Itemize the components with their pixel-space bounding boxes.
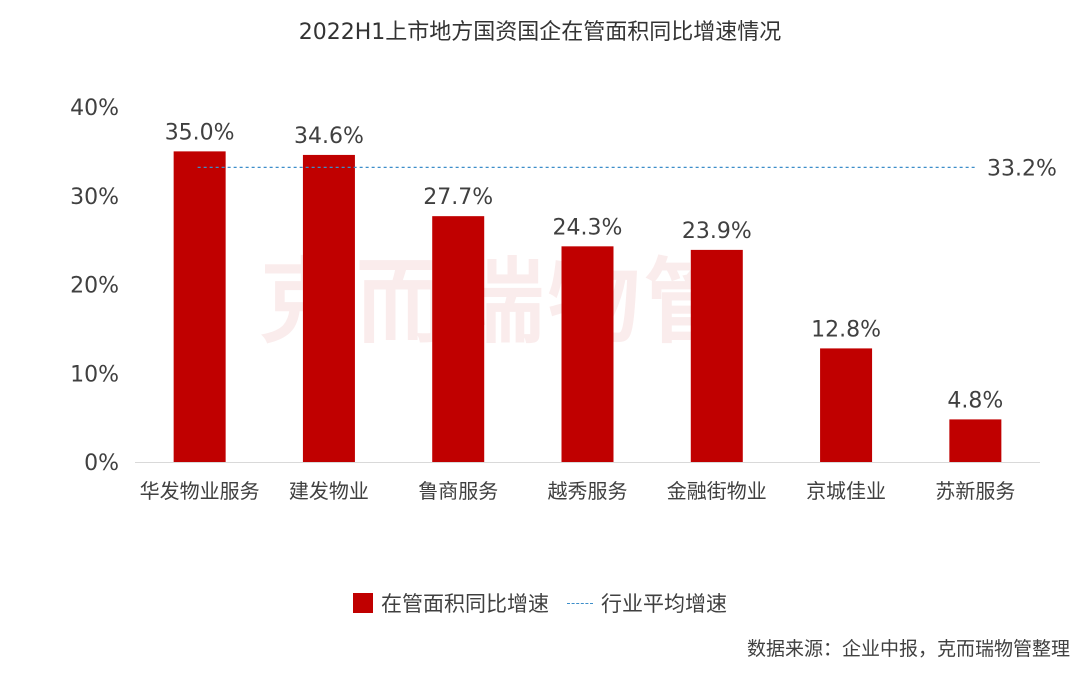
bar xyxy=(432,216,485,462)
x-tick-label: 建发物业 xyxy=(289,479,369,503)
y-tick-label: 30% xyxy=(70,185,119,210)
y-tick-label: 0% xyxy=(84,451,119,476)
bar xyxy=(690,249,743,462)
chart-title: 2022H1上市地方国资国企在管面积同比增速情况 xyxy=(298,20,782,45)
x-tick-label: 苏新服务 xyxy=(935,479,1015,503)
x-tick-label: 鲁商服务 xyxy=(418,479,498,503)
y-tick-label: 10% xyxy=(70,362,119,387)
average-line-label: 33.2% xyxy=(987,156,1057,181)
legend-label-bars: 在管面积同比增速 xyxy=(381,592,549,616)
legend-swatch-dashed-line xyxy=(567,602,593,604)
data-label: 12.8% xyxy=(811,317,881,342)
data-label: 24.3% xyxy=(553,215,623,240)
data-label: 23.9% xyxy=(682,219,752,244)
bar xyxy=(820,348,873,462)
data-label: 35.0% xyxy=(165,120,235,145)
legend-label-average: 行业平均增速 xyxy=(601,592,727,616)
x-tick-label: 越秀服务 xyxy=(548,479,628,503)
y-tick-label: 40% xyxy=(70,96,119,121)
legend-item-bars: 在管面积同比增速 xyxy=(353,588,549,618)
y-tick-label: 20% xyxy=(70,274,119,299)
x-tick-label: 华发物业服务 xyxy=(140,479,260,503)
data-label: 27.7% xyxy=(423,185,493,210)
legend-swatch-bar xyxy=(353,593,373,613)
x-tick-label: 京城佳业 xyxy=(806,479,886,503)
data-label: 34.6% xyxy=(294,124,364,149)
bar xyxy=(302,154,355,463)
legend: 在管面积同比增速 行业平均增速 xyxy=(0,588,1080,618)
bar xyxy=(949,419,1002,462)
legend-item-average: 行业平均增速 xyxy=(567,588,727,618)
data-label: 4.8% xyxy=(947,388,1003,413)
bar xyxy=(173,151,226,462)
x-tick-label: 金融街物业 xyxy=(667,479,767,503)
bar xyxy=(561,246,614,462)
source-note: 数据来源：企业中报，克而瑞物管整理 xyxy=(746,638,1070,660)
